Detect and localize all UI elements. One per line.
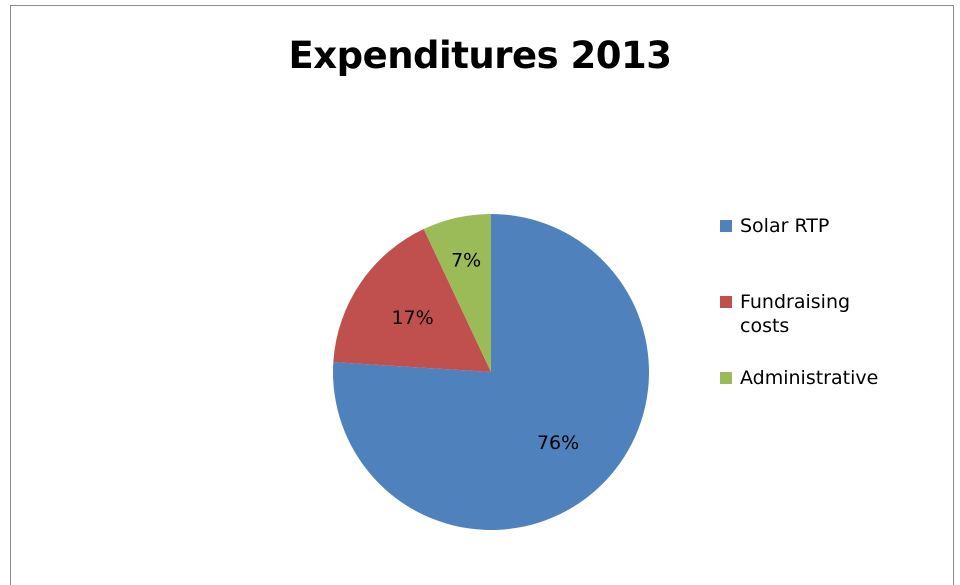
legend-swatch-fundraising-costs bbox=[720, 296, 732, 308]
legend-label-solar-rtp: Solar RTP bbox=[740, 215, 830, 237]
pie-label-fundraising-costs: 17% bbox=[391, 307, 433, 329]
pie-slice-solar-rtp bbox=[333, 214, 649, 531]
pie-slice-labels: 76% 17% 7% bbox=[391, 249, 579, 453]
legend-label-fundraising-costs: Fundraising costs bbox=[740, 291, 851, 337]
pie-label-solar-rtp: 76% bbox=[537, 432, 579, 454]
legend-item-solar-rtp: Solar RTP bbox=[720, 214, 890, 238]
legend-item-fundraising-costs: Fundraising costs bbox=[720, 290, 850, 338]
pie-slice-administrative bbox=[423, 214, 491, 372]
legend-swatch-administrative bbox=[720, 372, 732, 384]
pie-slices bbox=[333, 214, 649, 531]
legend-swatch-solar-rtp bbox=[720, 220, 732, 232]
legend-label-administrative: Administrative bbox=[740, 367, 879, 389]
pie-slice-fundraising-costs bbox=[333, 229, 491, 372]
pie-label-administrative: 7% bbox=[451, 249, 481, 271]
legend-item-administrative: Administrative bbox=[720, 366, 890, 390]
chart-title: Expenditures 2013 bbox=[288, 34, 672, 77]
